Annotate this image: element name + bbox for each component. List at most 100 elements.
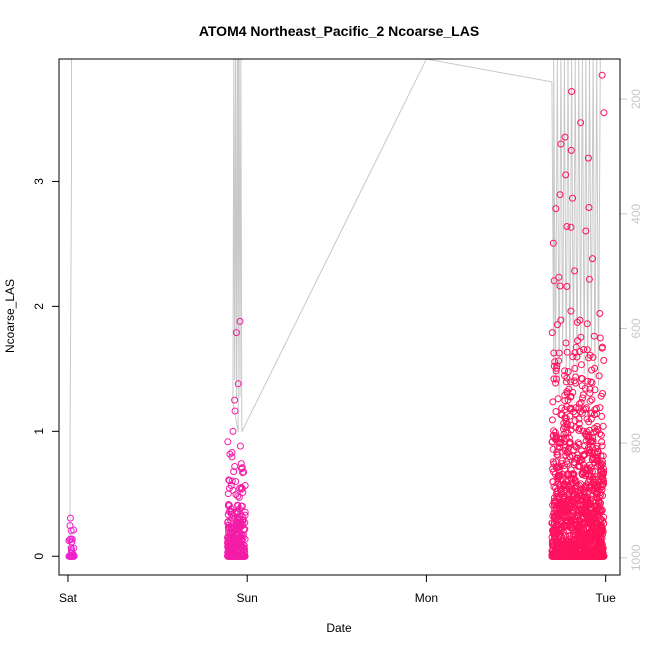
data-point (591, 506, 599, 514)
data-point (561, 397, 569, 405)
data-point (558, 460, 566, 468)
data-point (592, 405, 600, 412)
data-point (552, 408, 560, 415)
data-point (230, 468, 238, 476)
data-point (240, 468, 248, 476)
data-point (549, 527, 557, 534)
data-point (578, 447, 586, 455)
data-point (571, 267, 579, 275)
data-point (584, 377, 592, 385)
altitude-trace-layer (69, 58, 601, 558)
data-point (568, 515, 576, 523)
data-point (598, 71, 606, 79)
data-point (582, 481, 590, 489)
data-point (584, 544, 592, 552)
data-point (562, 339, 570, 347)
data-point (556, 191, 564, 199)
data-point (570, 408, 577, 416)
data-point (598, 474, 606, 482)
data-point (237, 460, 245, 468)
data-point (240, 542, 248, 550)
data-point (572, 517, 580, 525)
data-point (550, 509, 558, 517)
data-point (572, 515, 579, 522)
data-point (548, 416, 556, 424)
data-point (567, 146, 575, 154)
data-point (557, 486, 564, 493)
data-point (561, 133, 569, 141)
data-point (586, 528, 594, 536)
data-point (66, 514, 74, 522)
data-point (554, 537, 562, 545)
data-point (577, 361, 585, 369)
data-point (553, 375, 560, 383)
data-point (550, 468, 557, 476)
data-point (229, 427, 237, 435)
data-point (561, 465, 569, 473)
data-point (591, 484, 599, 492)
data-point (575, 426, 583, 434)
data-point (224, 552, 232, 560)
data-point (561, 552, 568, 560)
data-point (598, 442, 606, 450)
data-point (591, 364, 599, 372)
chart-title: ATOM4 Northeast_Pacific_2 Ncoarse_LAS (199, 23, 479, 39)
data-point (579, 394, 587, 402)
data-point (567, 421, 575, 429)
data-point (555, 357, 563, 365)
data-point (556, 282, 564, 290)
data-point (585, 524, 593, 532)
y-tick-label: 3 (32, 178, 46, 185)
data-point (586, 438, 594, 445)
data-point (67, 527, 75, 535)
data-point (232, 478, 240, 485)
data-point (575, 404, 583, 412)
data-point (550, 519, 558, 527)
data-point (554, 541, 562, 549)
data-point (584, 517, 592, 525)
data-point (583, 535, 591, 543)
data-point (563, 223, 571, 230)
data-point (579, 427, 587, 435)
data-point (227, 482, 235, 489)
data-point (599, 422, 607, 430)
y-tick-label: 1 (32, 428, 46, 435)
data-point (597, 392, 605, 400)
right-tick-label: 1000 (629, 544, 643, 571)
data-point (572, 479, 580, 487)
data-point (572, 379, 580, 387)
data-point (548, 533, 556, 541)
data-point (596, 550, 604, 558)
data-point (583, 428, 591, 436)
data-point (597, 527, 605, 535)
data-point (589, 475, 597, 483)
data-point (561, 487, 568, 495)
data-point (599, 470, 607, 478)
data-point (237, 484, 245, 491)
data-point (586, 552, 594, 560)
data-point (68, 552, 76, 560)
x-tick-label: Tue (596, 591, 617, 605)
data-point (554, 395, 562, 403)
data-point (569, 388, 577, 396)
data-point (593, 488, 600, 496)
scatter-points-layer (65, 71, 608, 560)
data-point (548, 519, 556, 527)
data-point (568, 88, 576, 95)
data-point (224, 490, 232, 498)
data-point (575, 400, 583, 408)
data-point (558, 523, 566, 531)
data-point (597, 523, 605, 531)
data-point (591, 386, 599, 394)
data-point (571, 494, 579, 502)
data-point (555, 435, 563, 443)
data-point (563, 374, 571, 382)
data-point (550, 552, 558, 560)
right-tick-label: 600 (629, 318, 643, 338)
data-point (550, 427, 558, 435)
data-point (553, 321, 561, 329)
data-point (550, 349, 558, 357)
data-point (561, 480, 568, 488)
data-point (234, 492, 242, 500)
data-point (550, 529, 557, 537)
